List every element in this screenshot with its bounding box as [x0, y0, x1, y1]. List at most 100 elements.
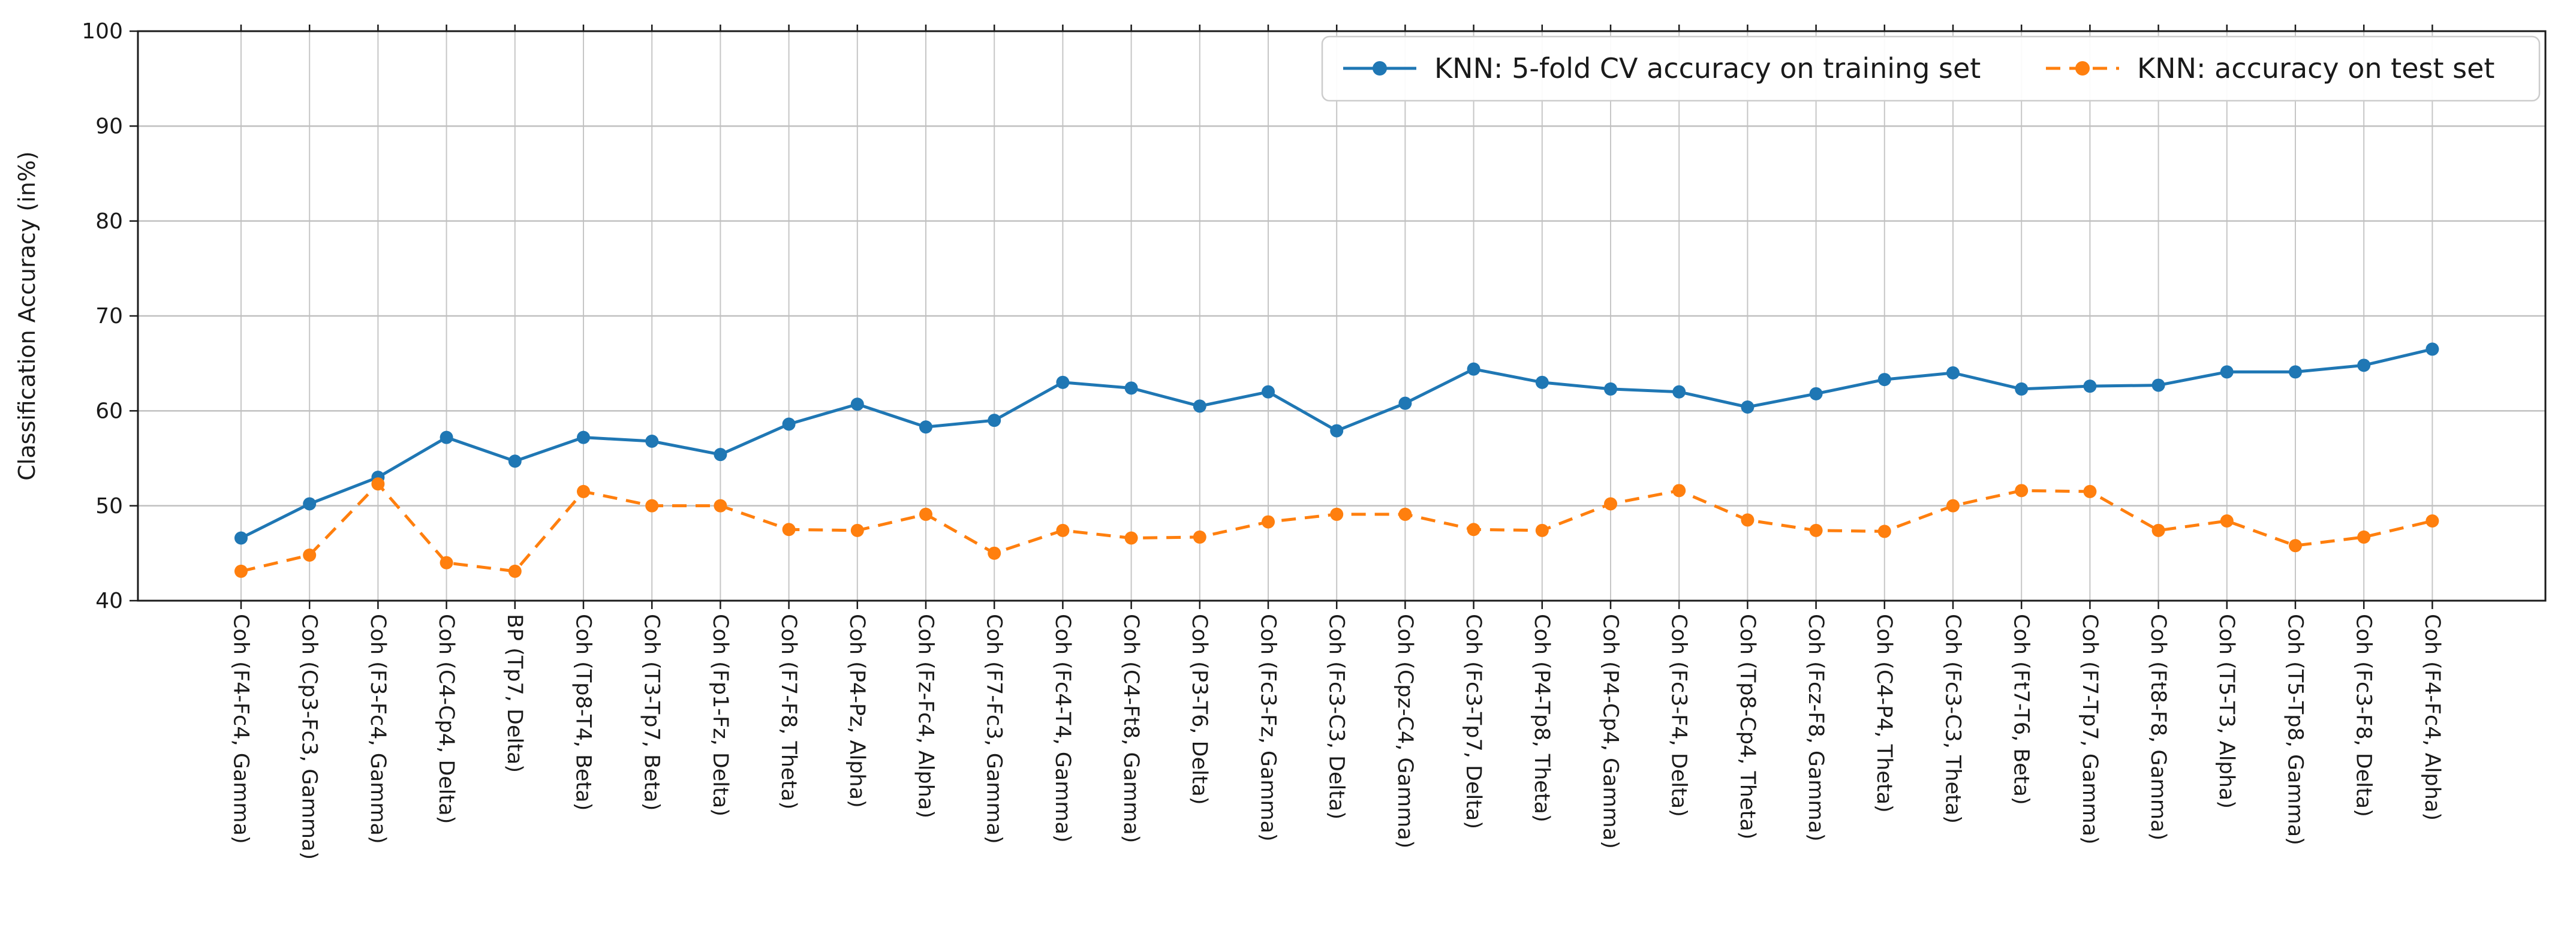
data-point-marker [1262, 515, 1275, 529]
data-point-marker [1535, 523, 1549, 537]
y-tick-label: 90 [95, 115, 123, 139]
y-tick-label: 60 [95, 399, 123, 424]
data-point-marker [2357, 358, 2371, 372]
data-point-marker [988, 414, 1001, 427]
data-point-marker [645, 499, 659, 513]
data-point-marker [440, 556, 453, 570]
x-tick-label: Coh (Tp8-T4, Beta) [571, 614, 595, 811]
x-tick-label: Coh (P4-Pz, Alpha) [845, 614, 869, 808]
data-point-marker [508, 564, 522, 578]
data-point-marker [1398, 507, 1412, 521]
x-tick-label: Coh (Fp1-Fz, Delta) [708, 614, 732, 816]
data-point-marker [2015, 382, 2029, 396]
x-tick-label: Coh (C4-Ft8, Gamma) [1119, 614, 1143, 843]
legend-item-train: KNN: 5-fold CV accuracy on training set [1343, 52, 1981, 85]
data-point-marker [782, 523, 796, 537]
x-tick-label: Coh (Tp8-Cp4, Theta) [1735, 614, 1759, 839]
data-point-marker [1467, 362, 1480, 376]
x-tick-label: BP (Tp7, Delta) [502, 614, 526, 773]
x-tick-label: Coh (F7-F8, Theta) [777, 614, 801, 809]
data-point-marker [1946, 499, 1960, 513]
data-point-marker [919, 420, 932, 434]
y-axis-label: Classification Accuracy (in%) [14, 151, 40, 480]
data-point-marker [234, 531, 248, 545]
data-point-marker [440, 430, 453, 444]
data-point-marker [2289, 365, 2302, 379]
plot-frame [137, 30, 2547, 602]
x-tick-label: Coh (Fc3-F4, Delta) [1667, 614, 1691, 817]
data-point-marker [2425, 342, 2439, 356]
data-point-marker [2289, 539, 2302, 553]
y-tick-label: 50 [95, 494, 123, 519]
data-point-marker [2151, 378, 2165, 392]
data-point-marker [1193, 399, 1206, 413]
x-tick-label: Coh (T3-Tp7, Beta) [640, 614, 664, 811]
legend-item-test: KNN: accuracy on test set [2046, 52, 2494, 85]
data-point-marker [1124, 381, 1138, 395]
data-point-marker [1124, 531, 1138, 545]
x-tick-label: Coh (P4-Cp4, Gamma) [1598, 614, 1622, 849]
x-tick-label: Coh (Fc3-F8, Delta) [2352, 614, 2376, 817]
data-point-marker [714, 499, 727, 513]
x-tick-label: Coh (Fz-Fc4, Alpha) [913, 614, 937, 818]
x-tick-label: Coh (Cp3-Fc3, Gamma) [297, 614, 321, 860]
data-point-marker [919, 507, 932, 521]
data-point-marker [1809, 523, 1823, 537]
legend-label: KNN: 5-fold CV accuracy on training set [1434, 52, 1981, 85]
x-tick-label: Coh (Fc3-Tp7, Delta) [1461, 614, 1485, 829]
legend-marker [2075, 61, 2090, 76]
x-tick-label: Coh (Fcz-F8, Gamma) [1804, 614, 1828, 842]
legend-label: KNN: accuracy on test set [2137, 52, 2494, 85]
data-point-marker [577, 484, 590, 498]
x-tick-label: Coh (P3-T6, Delta) [1187, 614, 1211, 805]
data-point-marker [2357, 530, 2371, 544]
data-point-marker [1604, 497, 1617, 511]
x-tick-label: Coh (P4-Tp8, Theta) [1530, 614, 1554, 822]
data-point-marker [850, 523, 864, 537]
data-point-marker [988, 546, 1001, 560]
data-point-marker [1535, 375, 1549, 389]
x-tick-label: Coh (Fc3-C3, Theta) [1940, 614, 1964, 824]
data-point-marker [1193, 530, 1206, 544]
data-point-marker [371, 477, 385, 491]
data-point-marker [1809, 387, 1823, 400]
data-point-marker [2015, 484, 2029, 498]
data-point-marker [1877, 373, 1891, 387]
y-tick-label: 70 [95, 304, 123, 329]
data-point-marker [508, 454, 522, 468]
legend: KNN: 5-fold CV accuracy on training set K… [1321, 35, 2541, 102]
x-tick-label: Coh (Ft7-T6, Beta) [2009, 614, 2033, 805]
data-point-marker [2083, 484, 2097, 498]
x-tick-label: Coh (T5-T3, Alpha) [2214, 614, 2238, 809]
y-tick-label: 80 [95, 209, 123, 234]
data-point-marker [1672, 484, 1686, 498]
data-point-marker [645, 435, 659, 448]
x-tick-label: Coh (F4-Fc4, Gamma) [228, 614, 252, 844]
data-point-marker [2083, 379, 2097, 393]
x-tick-label: Coh (Fc4-T4, Gamma) [1051, 614, 1075, 843]
data-point-marker [1467, 523, 1480, 537]
x-tick-label: Coh (F3-Fc4, Gamma) [366, 614, 390, 844]
data-point-marker [1262, 385, 1275, 399]
x-tick-label: Coh (Cpz-C4, Gamma) [1393, 614, 1417, 848]
x-tick-label: Coh (F7-Fc3, Gamma) [982, 614, 1006, 844]
data-point-marker [234, 564, 248, 578]
data-point-marker [1056, 375, 1070, 389]
data-point-marker [1741, 513, 1755, 527]
y-tick-label: 40 [95, 589, 123, 613]
data-point-marker [850, 397, 864, 411]
data-point-marker [2151, 523, 2165, 537]
x-tick-label: Coh (C4-P4, Theta) [1872, 614, 1896, 813]
data-point-marker [782, 417, 796, 431]
data-point-marker [577, 430, 590, 444]
data-point-marker [2220, 514, 2234, 528]
data-point-marker [303, 497, 317, 511]
x-tick-label: Coh (Ft8-F8, Gamma) [2146, 614, 2170, 840]
data-point-marker [1604, 382, 1617, 396]
x-tick-label: Coh (T5-Tp8, Gamma) [2283, 614, 2307, 845]
data-point-marker [714, 448, 727, 462]
data-point-marker [1741, 400, 1755, 414]
data-point-marker [1398, 396, 1412, 410]
